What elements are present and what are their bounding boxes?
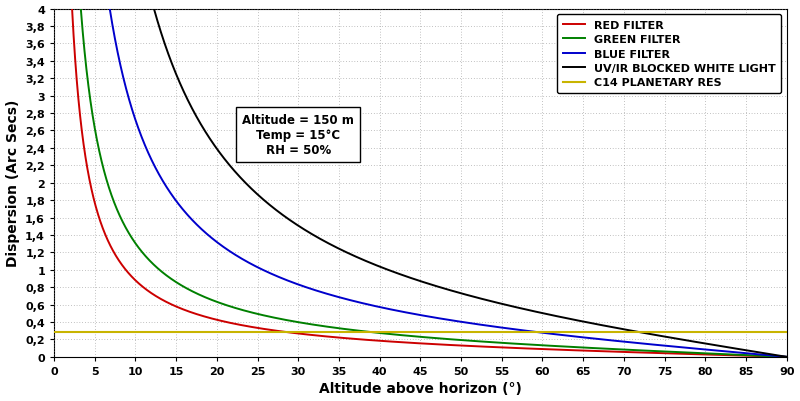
RED FILTER [782, 354, 791, 359]
UV/IR BLOCKED WHITE LIGHT [149, 7, 158, 12]
GREEN FILTER [320, 324, 330, 329]
Y-axis label: Dispersion (Arc Secs): Dispersion (Arc Secs) [6, 100, 19, 267]
Line: RED FILTER: RED FILTER [72, 10, 786, 357]
GREEN FILTER [782, 354, 791, 359]
RED FILTER [67, 8, 77, 12]
Legend: RED FILTER, GREEN FILTER, BLUE FILTER, UV/IR BLOCKED WHITE LIGHT, C14 PLANETARY : RED FILTER, GREEN FILTER, BLUE FILTER, U… [557, 15, 781, 94]
UV/IR BLOCKED WHITE LIGHT [170, 69, 179, 73]
UV/IR BLOCKED WHITE LIGHT [736, 347, 746, 352]
RED FILTER [76, 117, 86, 122]
BLUE FILTER [311, 288, 321, 293]
BLUE FILTER [105, 7, 114, 12]
BLUE FILTER [576, 335, 586, 340]
RED FILTER [129, 276, 138, 281]
UV/IR BLOCKED WHITE LIGHT [326, 242, 335, 247]
UV/IR BLOCKED WHITE LIGHT [782, 354, 791, 359]
GREEN FILTER [361, 329, 370, 334]
UV/IR BLOCKED WHITE LIGHT [336, 247, 346, 252]
C14 PLANETARY RES [50, 330, 59, 335]
BLUE FILTER [167, 193, 177, 198]
GREEN FILTER [623, 348, 633, 352]
Line: BLUE FILTER: BLUE FILTER [110, 10, 786, 357]
BLUE FILTER [583, 336, 593, 340]
GREEN FILTER [329, 325, 338, 330]
GREEN FILTER [690, 350, 700, 355]
C14 PLANETARY RES [58, 330, 67, 335]
Text: Altitude = 150 m
Temp = 15°C
RH = 50%: Altitude = 150 m Temp = 15°C RH = 50% [242, 114, 354, 157]
GREEN FILTER [76, 8, 86, 12]
BLUE FILTER [339, 296, 349, 301]
UV/IR BLOCKED WHITE LIGHT [758, 351, 768, 356]
RED FILTER [393, 340, 402, 344]
Line: GREEN FILTER: GREEN FILTER [81, 10, 786, 357]
BLUE FILTER [570, 334, 580, 339]
BLUE FILTER [782, 354, 791, 359]
RED FILTER [140, 286, 150, 291]
GREEN FILTER [374, 331, 383, 336]
RED FILTER [770, 354, 780, 359]
UV/IR BLOCKED WHITE LIGHT [170, 71, 180, 76]
RED FILTER [600, 349, 610, 354]
X-axis label: Altitude above horizon (°): Altitude above horizon (°) [319, 381, 522, 395]
Line: UV/IR BLOCKED WHITE LIGHT: UV/IR BLOCKED WHITE LIGHT [154, 10, 786, 357]
